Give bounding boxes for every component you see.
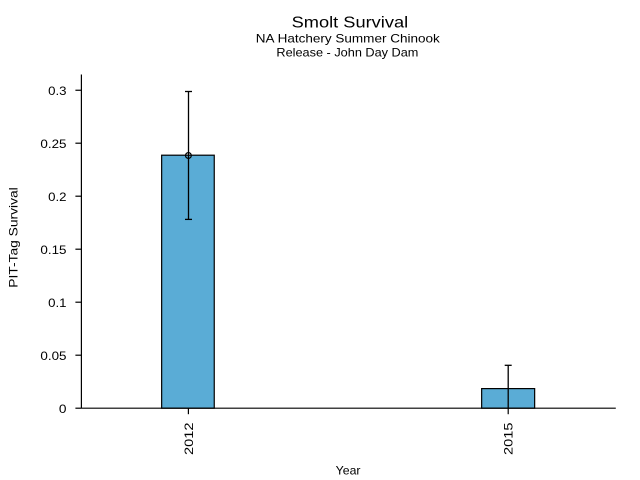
svg-text:PIT-Tag Survival: PIT-Tag Survival [7,187,21,288]
svg-text:0.3: 0.3 [48,84,67,98]
svg-text:0.05: 0.05 [40,349,66,363]
svg-text:NA Hatchery Summer Chinook: NA Hatchery Summer Chinook [256,31,441,45]
svg-text:0.25: 0.25 [40,137,66,151]
svg-text:Smolt Survival: Smolt Survival [292,14,409,31]
svg-text:0.2: 0.2 [48,190,67,204]
svg-text:2015: 2015 [502,422,516,455]
svg-text:0: 0 [59,402,67,416]
svg-text:0.15: 0.15 [40,243,66,257]
svg-text:Release - John Day Dam: Release - John Day Dam [276,45,418,59]
svg-text:0.1: 0.1 [48,296,67,310]
svg-text:2012: 2012 [182,422,196,455]
svg-text:Year: Year [336,464,361,478]
